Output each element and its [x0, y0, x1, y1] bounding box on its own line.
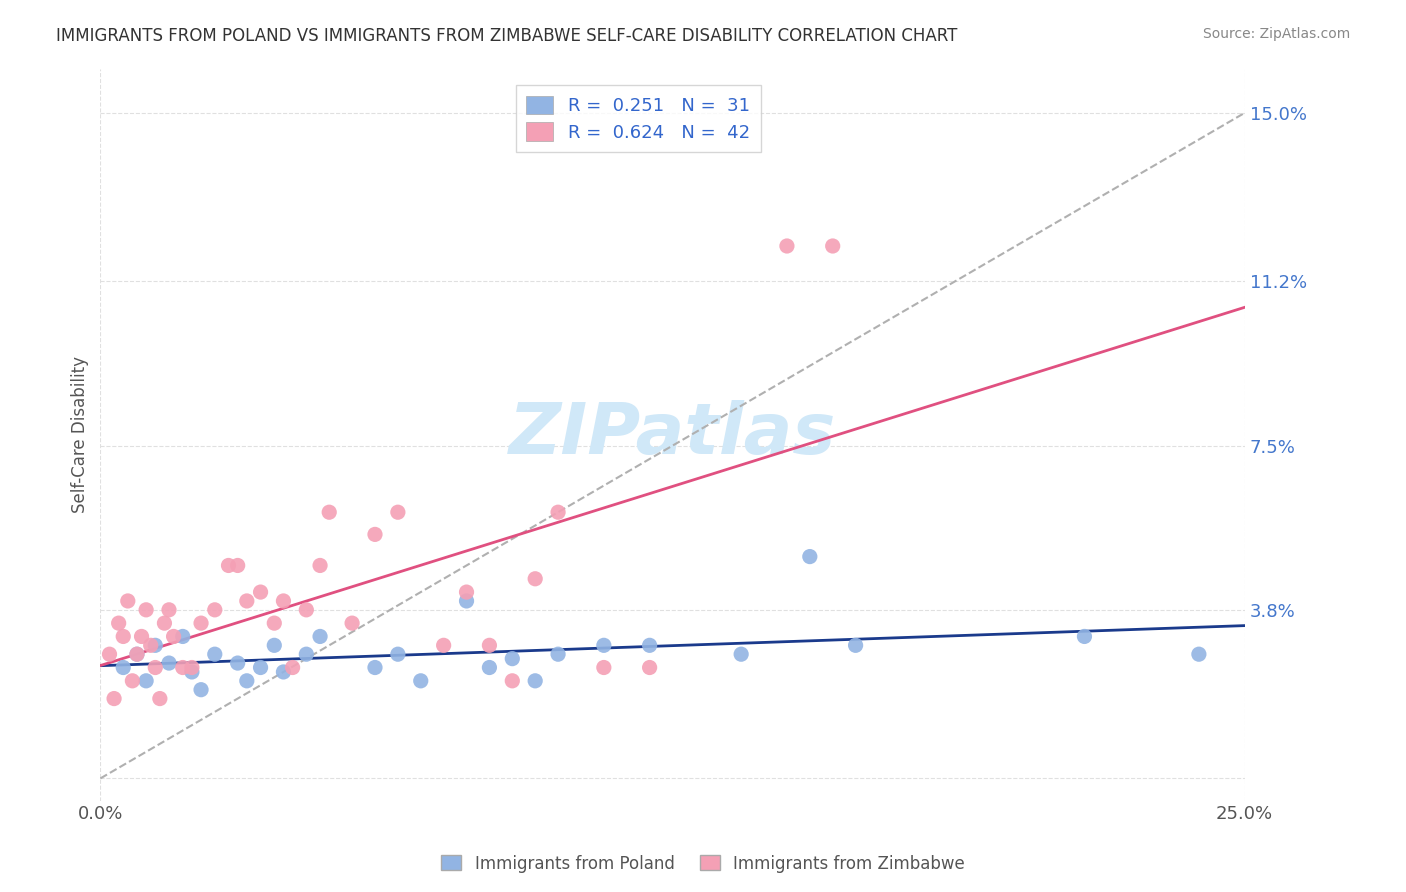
Point — [249, 660, 271, 674]
Point — [387, 505, 409, 519]
Point — [107, 616, 129, 631]
Point — [592, 660, 614, 674]
Point — [125, 647, 148, 661]
Point — [273, 665, 295, 679]
Point — [547, 505, 569, 519]
Point — [409, 673, 432, 688]
Point — [153, 616, 176, 631]
Point — [524, 572, 547, 586]
Point — [190, 682, 212, 697]
Point — [249, 585, 271, 599]
Point — [125, 647, 148, 661]
Point — [478, 660, 501, 674]
Point — [295, 647, 318, 661]
Point — [117, 594, 139, 608]
Point — [638, 638, 661, 652]
Point — [180, 665, 202, 679]
Point — [143, 660, 166, 674]
Point — [501, 651, 523, 665]
Point — [638, 660, 661, 674]
Legend: R =  0.251   N =  31, R =  0.624   N =  42: R = 0.251 N = 31, R = 0.624 N = 42 — [516, 85, 761, 153]
Point — [821, 239, 844, 253]
Point — [433, 638, 456, 652]
Point — [799, 549, 821, 564]
Point — [135, 673, 157, 688]
Point — [218, 558, 240, 573]
Point — [318, 505, 340, 519]
Point — [139, 638, 162, 652]
Point — [112, 630, 135, 644]
Point — [309, 558, 332, 573]
Point — [1188, 647, 1211, 661]
Point — [103, 691, 125, 706]
Point — [135, 603, 157, 617]
Point — [204, 603, 226, 617]
Point — [263, 616, 285, 631]
Point — [226, 656, 249, 670]
Point — [172, 660, 194, 674]
Point — [364, 660, 387, 674]
Y-axis label: Self-Care Disability: Self-Care Disability — [72, 356, 89, 513]
Text: Source: ZipAtlas.com: Source: ZipAtlas.com — [1202, 27, 1350, 41]
Point — [112, 660, 135, 674]
Point — [149, 691, 172, 706]
Point — [364, 527, 387, 541]
Point — [309, 630, 332, 644]
Point — [1073, 630, 1095, 644]
Point — [547, 647, 569, 661]
Point — [263, 638, 285, 652]
Point — [478, 638, 501, 652]
Point — [281, 660, 304, 674]
Point — [162, 630, 184, 644]
Point — [387, 647, 409, 661]
Point — [845, 638, 868, 652]
Point — [143, 638, 166, 652]
Point — [236, 673, 259, 688]
Point — [295, 603, 318, 617]
Point — [172, 630, 194, 644]
Point — [273, 594, 295, 608]
Point — [180, 660, 202, 674]
Point — [226, 558, 249, 573]
Point — [236, 594, 259, 608]
Point — [131, 630, 153, 644]
Point — [98, 647, 121, 661]
Legend: Immigrants from Poland, Immigrants from Zimbabwe: Immigrants from Poland, Immigrants from … — [434, 848, 972, 880]
Point — [730, 647, 752, 661]
Point — [501, 673, 523, 688]
Point — [592, 638, 614, 652]
Point — [157, 656, 180, 670]
Point — [776, 239, 799, 253]
Point — [456, 594, 478, 608]
Point — [456, 585, 478, 599]
Point — [190, 616, 212, 631]
Point — [204, 647, 226, 661]
Point — [524, 673, 547, 688]
Point — [157, 603, 180, 617]
Point — [340, 616, 363, 631]
Point — [121, 673, 143, 688]
Text: IMMIGRANTS FROM POLAND VS IMMIGRANTS FROM ZIMBABWE SELF-CARE DISABILITY CORRELAT: IMMIGRANTS FROM POLAND VS IMMIGRANTS FRO… — [56, 27, 957, 45]
Text: ZIPatlas: ZIPatlas — [509, 401, 837, 469]
